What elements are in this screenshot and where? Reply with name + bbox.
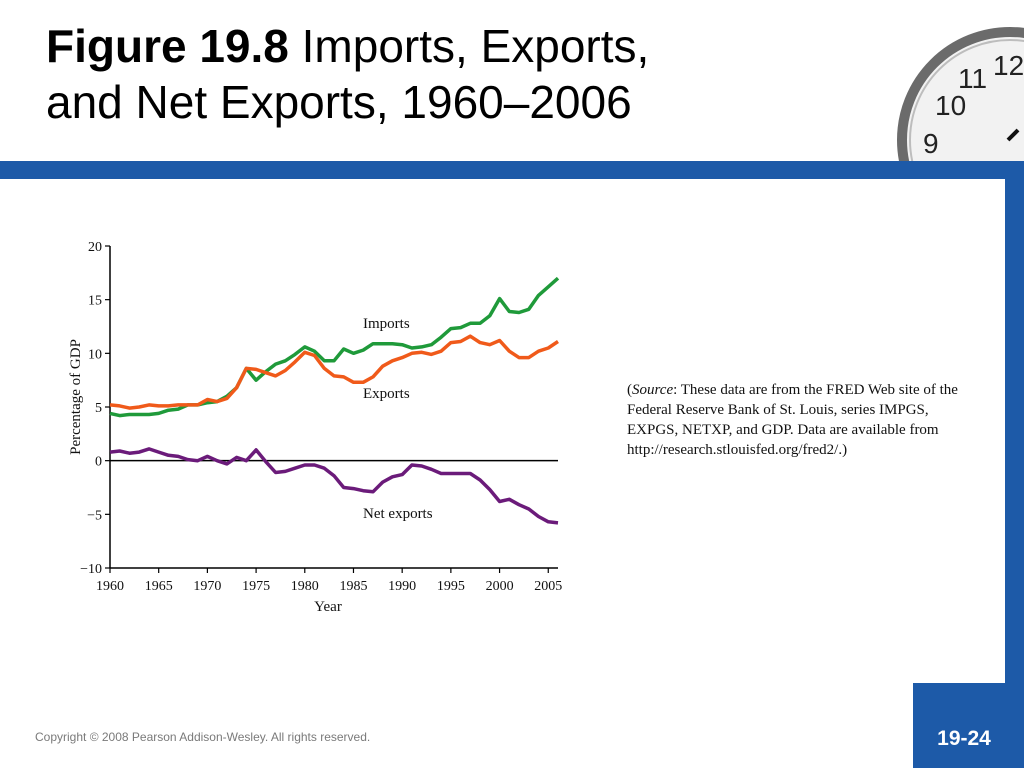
x-tick-label: 1960	[96, 579, 124, 594]
clock-icon: 12 11 10 9	[897, 27, 1024, 161]
series-line-net-exports	[109, 447, 559, 525]
header-band	[0, 161, 1024, 179]
series-annotation: Net exports	[363, 506, 433, 522]
chart-axes: 20 15 10 5 0 −5 −10 1960 1965 1970 1975 1980 1985 199…	[80, 240, 562, 594]
svg-text:9: 9	[923, 128, 939, 159]
x-tick-label: 1975	[242, 579, 270, 594]
x-tick-label: 1990	[388, 579, 416, 594]
y-tick-label: −5	[87, 508, 102, 523]
y-tick-label: 15	[88, 294, 102, 309]
series-annotation: Exports	[363, 386, 410, 402]
x-tick-label: 1970	[193, 579, 221, 594]
figure-number: Figure 19.8	[46, 20, 289, 72]
source-open: (	[627, 382, 632, 398]
right-bar	[1005, 179, 1024, 768]
series-annotation: Imports	[363, 316, 410, 332]
title-part-1: Imports, Exports,	[288, 20, 650, 72]
y-tick-label: −10	[80, 562, 102, 577]
slide-title: Figure 19.8 Imports, Exports, and Net Ex…	[46, 18, 846, 130]
source-text: : These data are from the FRED Web site …	[627, 382, 958, 458]
chart-series	[109, 276, 560, 525]
chart-labels: Year Percentage of GDP Imports Exports Net e…	[68, 316, 433, 615]
series-line-imports	[109, 276, 560, 418]
page-number-box	[913, 683, 1024, 768]
svg-text:10: 10	[935, 90, 966, 121]
svg-text:12: 12	[993, 50, 1024, 81]
y-tick-label: 5	[95, 401, 102, 416]
x-tick-label: 1995	[437, 579, 465, 594]
x-tick-label: 1985	[339, 579, 367, 594]
y-tick-label: 20	[88, 240, 102, 255]
y-tick-label: 10	[88, 347, 102, 362]
line-chart: 20 15 10 5 0 −5 −10 1960 1965 1970 1975 1980 1985 199…	[68, 240, 562, 615]
svg-text:11: 11	[958, 63, 987, 94]
title-part-2: and Net Exports, 1960–2006	[46, 76, 632, 128]
x-tick-label: 2000	[486, 579, 514, 594]
source-note: (Source: These data are from the FRED We…	[627, 380, 959, 460]
x-axis-label: Year	[314, 599, 342, 615]
source-label: Source	[632, 382, 674, 398]
y-tick-label: 0	[95, 455, 102, 470]
x-tick-label: 1980	[291, 579, 319, 594]
page-number: 19-24	[937, 727, 991, 750]
x-tick-label: 1965	[145, 579, 173, 594]
x-tick-label: 2005	[534, 579, 562, 594]
series-line-exports	[109, 334, 559, 410]
y-axis-label: Percentage of GDP	[68, 339, 84, 455]
copyright-notice: Copyright © 2008 Pearson Addison-Wesley.…	[35, 730, 371, 744]
